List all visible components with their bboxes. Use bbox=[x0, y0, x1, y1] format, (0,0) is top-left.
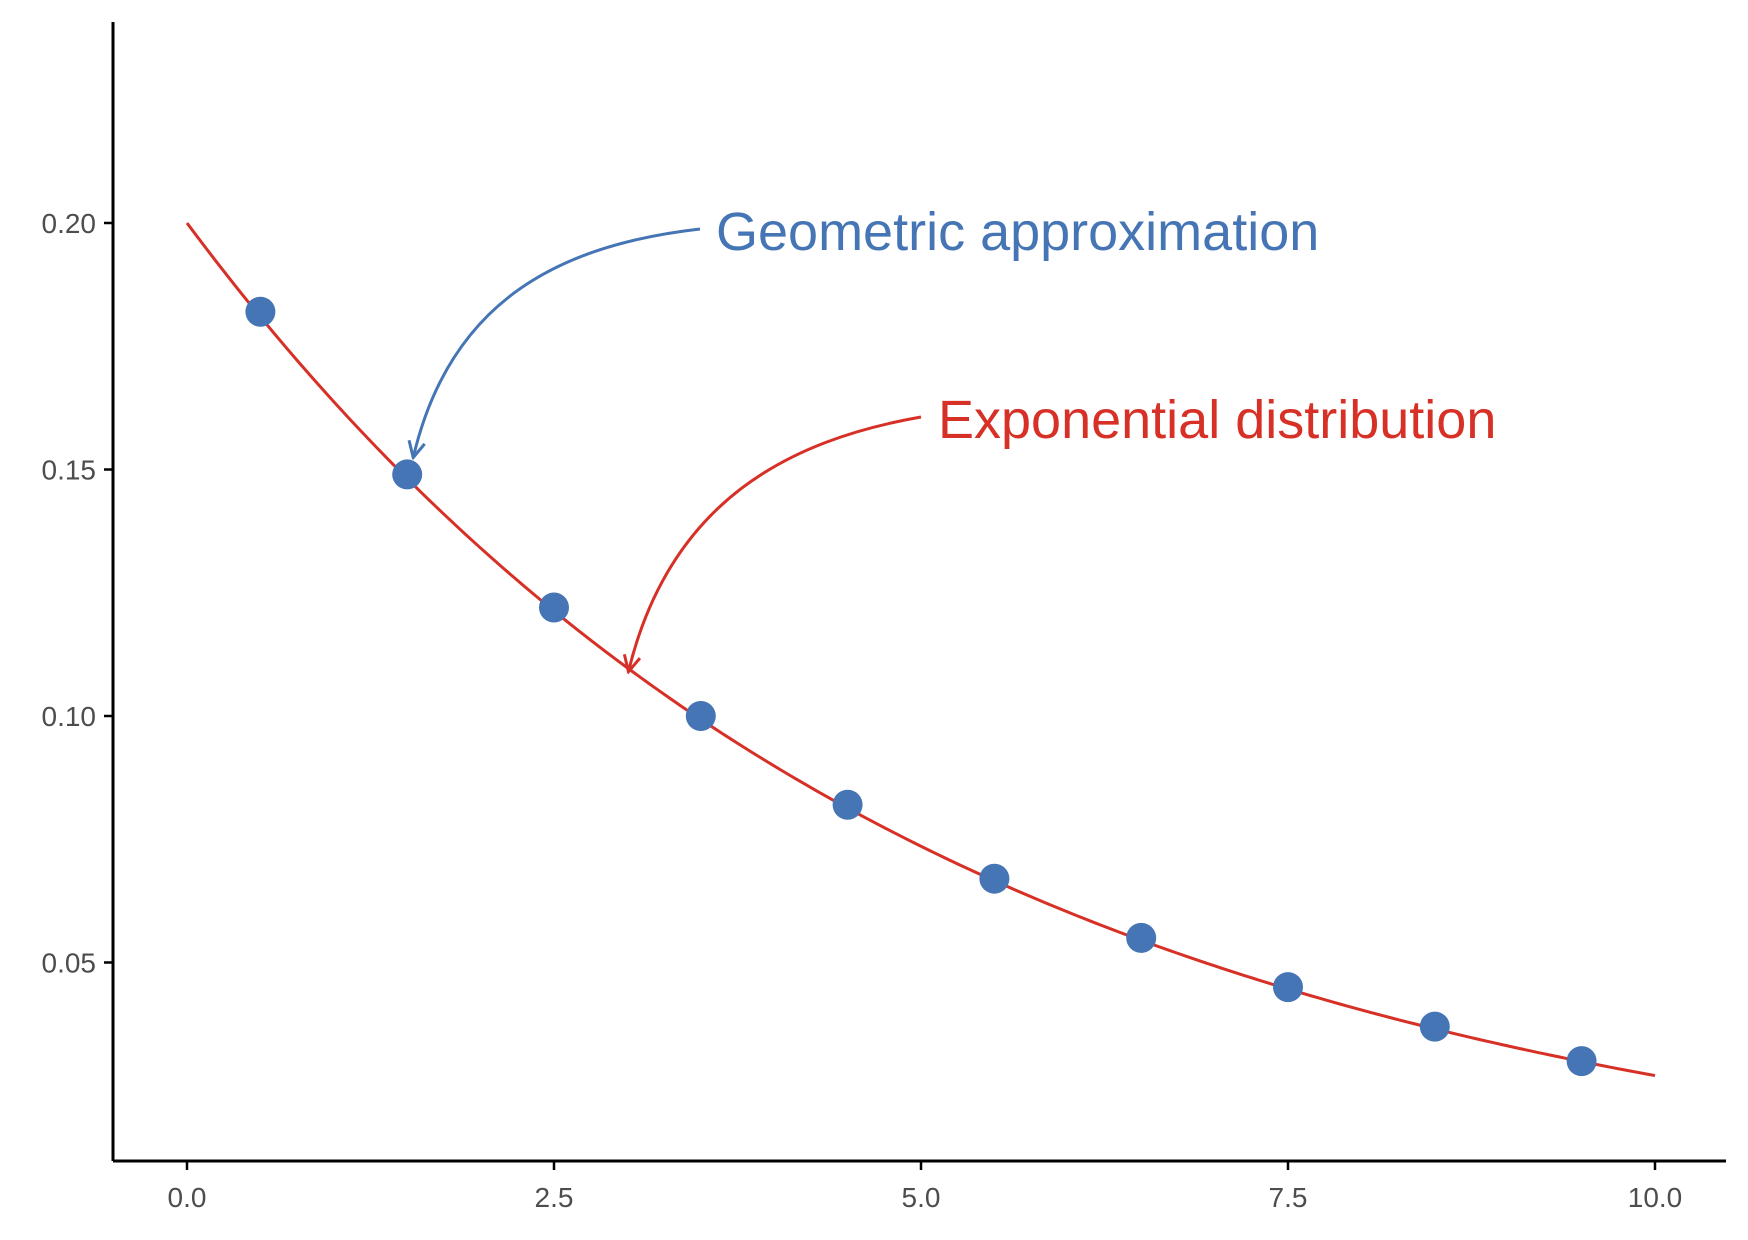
x-ticks: 0.0 2.5 5.0 7.5 10.0 bbox=[168, 1161, 1683, 1213]
geometric-annotation-label: Geometric approximation bbox=[716, 202, 1319, 262]
data-point bbox=[1419, 1011, 1450, 1042]
x-tick-label: 10.0 bbox=[1628, 1182, 1683, 1213]
x-tick-label: 7.5 bbox=[1269, 1182, 1308, 1213]
geometric-annotation-arrow bbox=[413, 227, 701, 458]
y-tick-label: 0.10 bbox=[42, 701, 97, 732]
geometric-points bbox=[245, 296, 1597, 1077]
y-tick-label: 0.20 bbox=[42, 208, 97, 239]
y-tick-label: 0.05 bbox=[42, 948, 97, 979]
data-point bbox=[979, 863, 1010, 894]
x-tick-label: 2.5 bbox=[535, 1182, 574, 1213]
exponential-annotation-label: Exponential distribution bbox=[938, 390, 1496, 450]
x-tick-label: 5.0 bbox=[902, 1182, 941, 1213]
exponential-annotation-arrow bbox=[628, 415, 922, 672]
exponential-curve bbox=[185, 222, 1656, 1078]
data-point bbox=[685, 701, 716, 731]
data-point bbox=[539, 592, 569, 623]
data-point bbox=[392, 459, 423, 490]
data-point bbox=[1126, 922, 1157, 953]
data-point bbox=[1273, 972, 1303, 1003]
data-point bbox=[1566, 1046, 1597, 1077]
y-ticks: 0.05 0.10 0.15 0.20 bbox=[42, 208, 113, 979]
data-point bbox=[245, 296, 276, 327]
data-point bbox=[832, 789, 863, 820]
x-tick-label: 0.0 bbox=[168, 1182, 207, 1213]
y-tick-label: 0.15 bbox=[42, 455, 97, 486]
